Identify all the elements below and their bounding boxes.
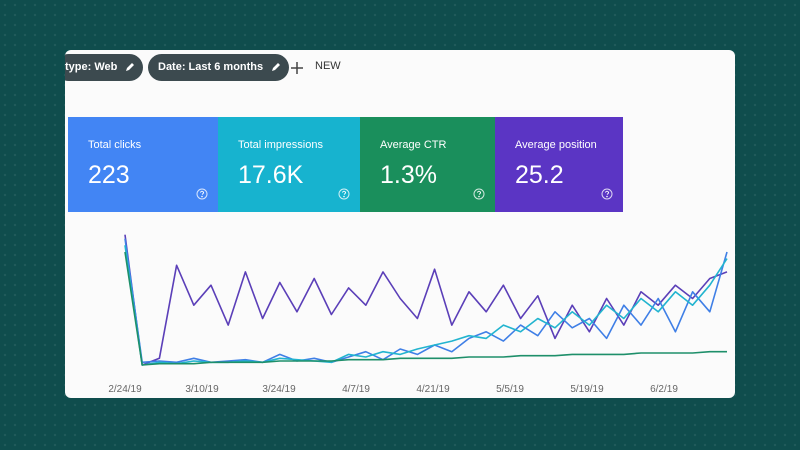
help-icon bbox=[601, 188, 613, 200]
screen: type: Web Date: Last 6 months NEW Total … bbox=[65, 50, 735, 398]
help-icon bbox=[196, 188, 208, 200]
help-icon bbox=[473, 188, 485, 200]
series-line bbox=[124, 245, 728, 366]
metric-card[interactable]: Average CTR 1.3% bbox=[360, 117, 495, 212]
performance-chart: 2/24/19 3/10/19 3/24/19 4/7/19 4/21/19 5/5/19… bbox=[108, 234, 728, 395]
x-tick-label: 2/24/19 bbox=[108, 384, 142, 395]
x-tick-label: 4/21/19 bbox=[416, 384, 450, 395]
filter-label: type: Web bbox=[65, 61, 118, 73]
plus-icon bbox=[291, 62, 303, 74]
metric-card[interactable]: Total impressions 17.6K bbox=[218, 117, 360, 212]
metric-value: 223 bbox=[88, 161, 130, 189]
edit-icon bbox=[272, 63, 281, 71]
metric-card[interactable]: Total clicks 223 bbox=[68, 117, 218, 212]
metric-value: 1.3% bbox=[380, 161, 437, 189]
x-tick-label: 4/7/19 bbox=[342, 384, 370, 395]
metric-value: 25.2 bbox=[515, 161, 564, 189]
series-line bbox=[124, 234, 728, 366]
series-line bbox=[124, 238, 728, 364]
x-tick-label: 5/5/19 bbox=[496, 384, 524, 395]
metric-label: Total clicks bbox=[88, 139, 142, 151]
metric-value: 17.6K bbox=[238, 161, 304, 189]
new-button[interactable]: NEW bbox=[315, 60, 341, 72]
metric-card[interactable]: Average position 25.2 bbox=[495, 117, 623, 212]
x-tick-label: 3/24/19 bbox=[262, 384, 296, 395]
edit-icon bbox=[126, 63, 135, 71]
filter-label: Date: Last 6 months bbox=[158, 61, 264, 73]
x-tick-label: 6/2/19 bbox=[650, 384, 678, 395]
x-tick-label: 3/10/19 bbox=[185, 384, 219, 395]
metric-label: Total impressions bbox=[238, 139, 323, 151]
metric-label: Average CTR bbox=[380, 139, 447, 151]
filter-pill[interactable]: Date: Last 6 months bbox=[148, 54, 290, 81]
filter-pill[interactable]: type: Web bbox=[65, 54, 144, 81]
metric-label: Average position bbox=[515, 139, 597, 151]
series-line bbox=[124, 251, 727, 366]
x-tick-label: 5/19/19 bbox=[570, 384, 604, 395]
help-icon bbox=[338, 188, 350, 200]
